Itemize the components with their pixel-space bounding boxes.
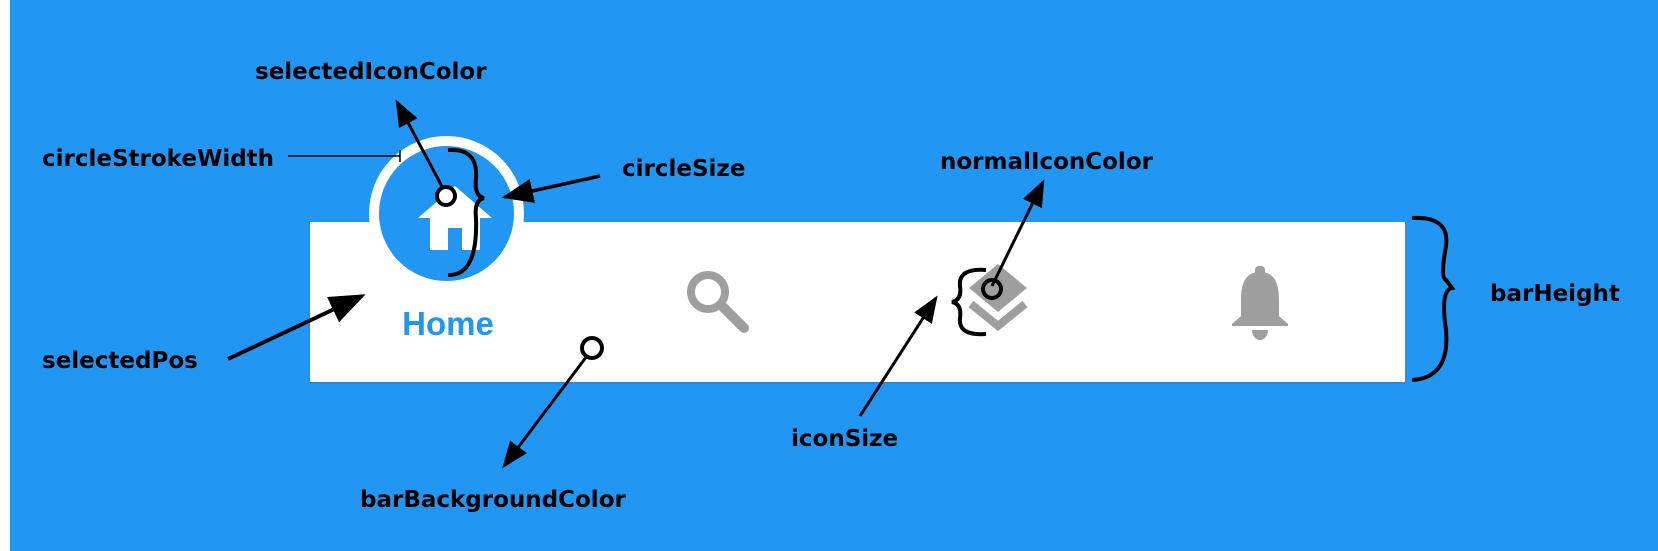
normal-icon-color-anchor — [981, 278, 1003, 300]
selected-icon-color-callout: selectedIconColor — [255, 59, 487, 85]
circle-size-brace — [447, 147, 485, 278]
circle-stroke-width-callout: circleStrokeWidth — [42, 146, 275, 172]
selected-icon-color-anchor — [435, 185, 457, 207]
layers-icon[interactable] — [967, 262, 1029, 334]
selected-pos-arrow — [227, 294, 366, 361]
bar-background-color-arrow — [502, 351, 592, 469]
icon-size-brace — [951, 267, 987, 337]
selected-icon-color-arrow — [395, 99, 448, 195]
normal-icon-color-callout: normalIconColor — [940, 149, 1153, 175]
bar-background-color-callout: barBackgroundColor — [360, 487, 626, 513]
selected-item-circle[interactable] — [369, 136, 524, 291]
home-label[interactable]: Home — [402, 305, 494, 342]
bar-height-callout: barHeight — [1490, 281, 1620, 307]
circle-size-callout: circleSize — [622, 156, 746, 182]
selected-pos-callout: selectedPos — [42, 348, 198, 374]
bell-icon[interactable] — [1230, 266, 1290, 340]
bar-background-color-anchor — [580, 336, 604, 360]
search-icon[interactable] — [684, 268, 750, 334]
normal-icon-color-arrow — [990, 179, 1045, 287]
bar-height-brace — [1411, 215, 1456, 382]
circle-size-arrow — [501, 174, 601, 203]
icon-size-callout: iconSize — [791, 426, 899, 452]
icon-size-arrow — [858, 295, 938, 417]
home-icon — [418, 186, 492, 250]
